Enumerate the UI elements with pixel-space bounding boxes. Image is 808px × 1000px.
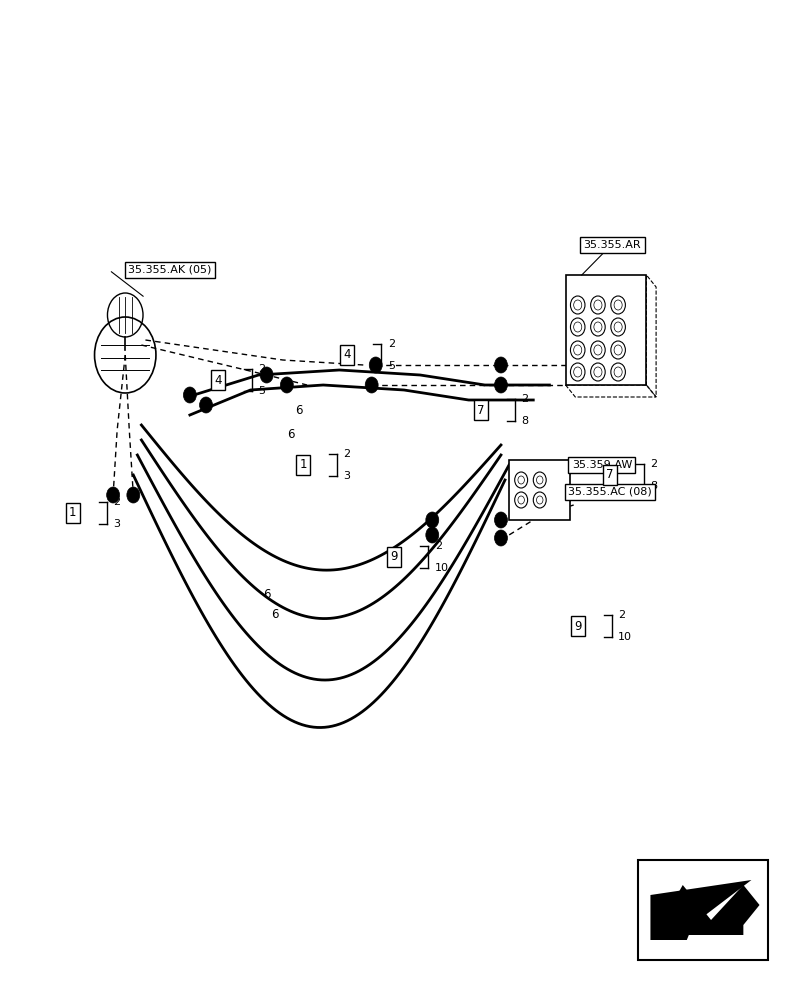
FancyBboxPatch shape (638, 860, 768, 960)
Circle shape (183, 387, 196, 403)
Text: 8: 8 (650, 481, 658, 491)
Text: 9: 9 (574, 619, 582, 633)
Circle shape (369, 357, 382, 373)
Text: 9: 9 (390, 550, 398, 564)
Polygon shape (654, 885, 760, 935)
Circle shape (494, 357, 507, 373)
Text: 6: 6 (287, 428, 295, 442)
Text: 4: 4 (343, 349, 351, 361)
Circle shape (260, 367, 273, 383)
Text: 2: 2 (650, 459, 658, 469)
Text: 6: 6 (271, 608, 279, 621)
Circle shape (494, 512, 507, 528)
Circle shape (494, 377, 507, 393)
Text: 35.355.AC (08): 35.355.AC (08) (568, 487, 652, 497)
Text: 2: 2 (113, 497, 120, 507)
Circle shape (426, 527, 439, 543)
Text: 7: 7 (606, 468, 614, 482)
Text: 6: 6 (263, 588, 271, 601)
Text: 2: 2 (343, 449, 351, 459)
Text: 1: 1 (69, 506, 77, 520)
Text: 5: 5 (388, 361, 395, 371)
Text: 1: 1 (299, 458, 307, 472)
Text: 4: 4 (214, 373, 222, 386)
Polygon shape (650, 880, 751, 940)
Text: 5: 5 (259, 386, 266, 396)
Text: 2: 2 (259, 364, 266, 374)
Text: 2: 2 (388, 339, 395, 349)
Circle shape (127, 487, 140, 503)
Text: 10: 10 (435, 563, 448, 573)
Text: 8: 8 (521, 416, 528, 426)
Text: 2: 2 (618, 610, 625, 620)
Text: 35.355.AR: 35.355.AR (583, 240, 642, 250)
Circle shape (280, 377, 293, 393)
Circle shape (494, 530, 507, 546)
FancyBboxPatch shape (566, 275, 646, 385)
Text: 6: 6 (295, 403, 303, 416)
Text: 2: 2 (521, 394, 528, 404)
Text: 7: 7 (477, 403, 485, 416)
Text: 10: 10 (618, 632, 632, 642)
Circle shape (426, 512, 439, 528)
Text: 35.355.AK (05): 35.355.AK (05) (128, 265, 212, 275)
Text: 3: 3 (343, 471, 351, 481)
Circle shape (200, 397, 213, 413)
Circle shape (107, 487, 120, 503)
FancyBboxPatch shape (509, 460, 570, 520)
Circle shape (365, 377, 378, 393)
Text: 35.359.AW: 35.359.AW (572, 460, 632, 470)
Text: 2: 2 (435, 541, 442, 551)
Text: 3: 3 (113, 519, 120, 529)
